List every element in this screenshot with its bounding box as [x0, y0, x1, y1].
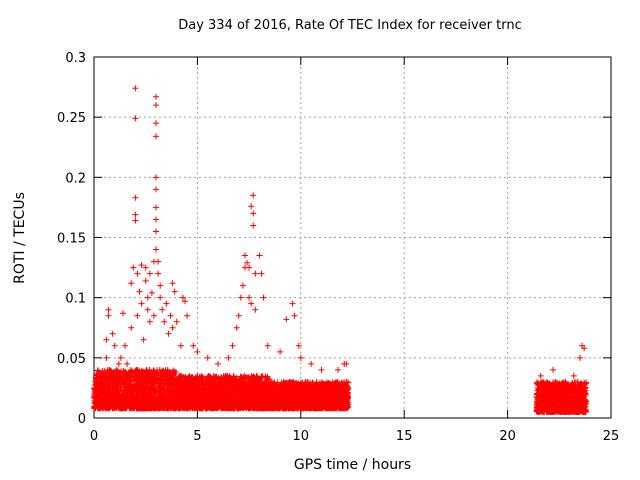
data-point	[170, 367, 177, 374]
x-tick-label: 5	[193, 429, 201, 444]
y-tick-label: 0.2	[65, 171, 86, 186]
chart-title: Day 334 of 2016, Rate Of TEC Index for r…	[178, 18, 522, 33]
x-tick-label: 10	[293, 429, 310, 444]
y-tick-label: 0.15	[57, 232, 86, 247]
y-tick-label: 0.1	[65, 292, 86, 307]
tick-labels: 0 0.05 0.1 0.15 0.2 0.25 0.3 0 5 10 15 20 25	[57, 51, 619, 444]
y-tick-label: 0.05	[57, 352, 86, 367]
x-tick-label: 25	[603, 429, 620, 444]
data-point	[157, 375, 164, 382]
data-point	[150, 386, 157, 393]
plot-frame	[93, 56, 612, 419]
grid	[94, 57, 611, 418]
x-tick-label: 15	[396, 429, 413, 444]
x-tick-label: 20	[499, 429, 516, 444]
data-point	[154, 367, 161, 374]
data-points	[91, 85, 590, 415]
data-point	[151, 367, 158, 374]
y-tick-label: 0.25	[57, 111, 86, 126]
y-tick-label: 0.3	[65, 51, 86, 66]
axes	[93, 56, 612, 419]
y-tick-label: 0	[78, 412, 86, 427]
x-tick-label: 0	[90, 429, 98, 444]
